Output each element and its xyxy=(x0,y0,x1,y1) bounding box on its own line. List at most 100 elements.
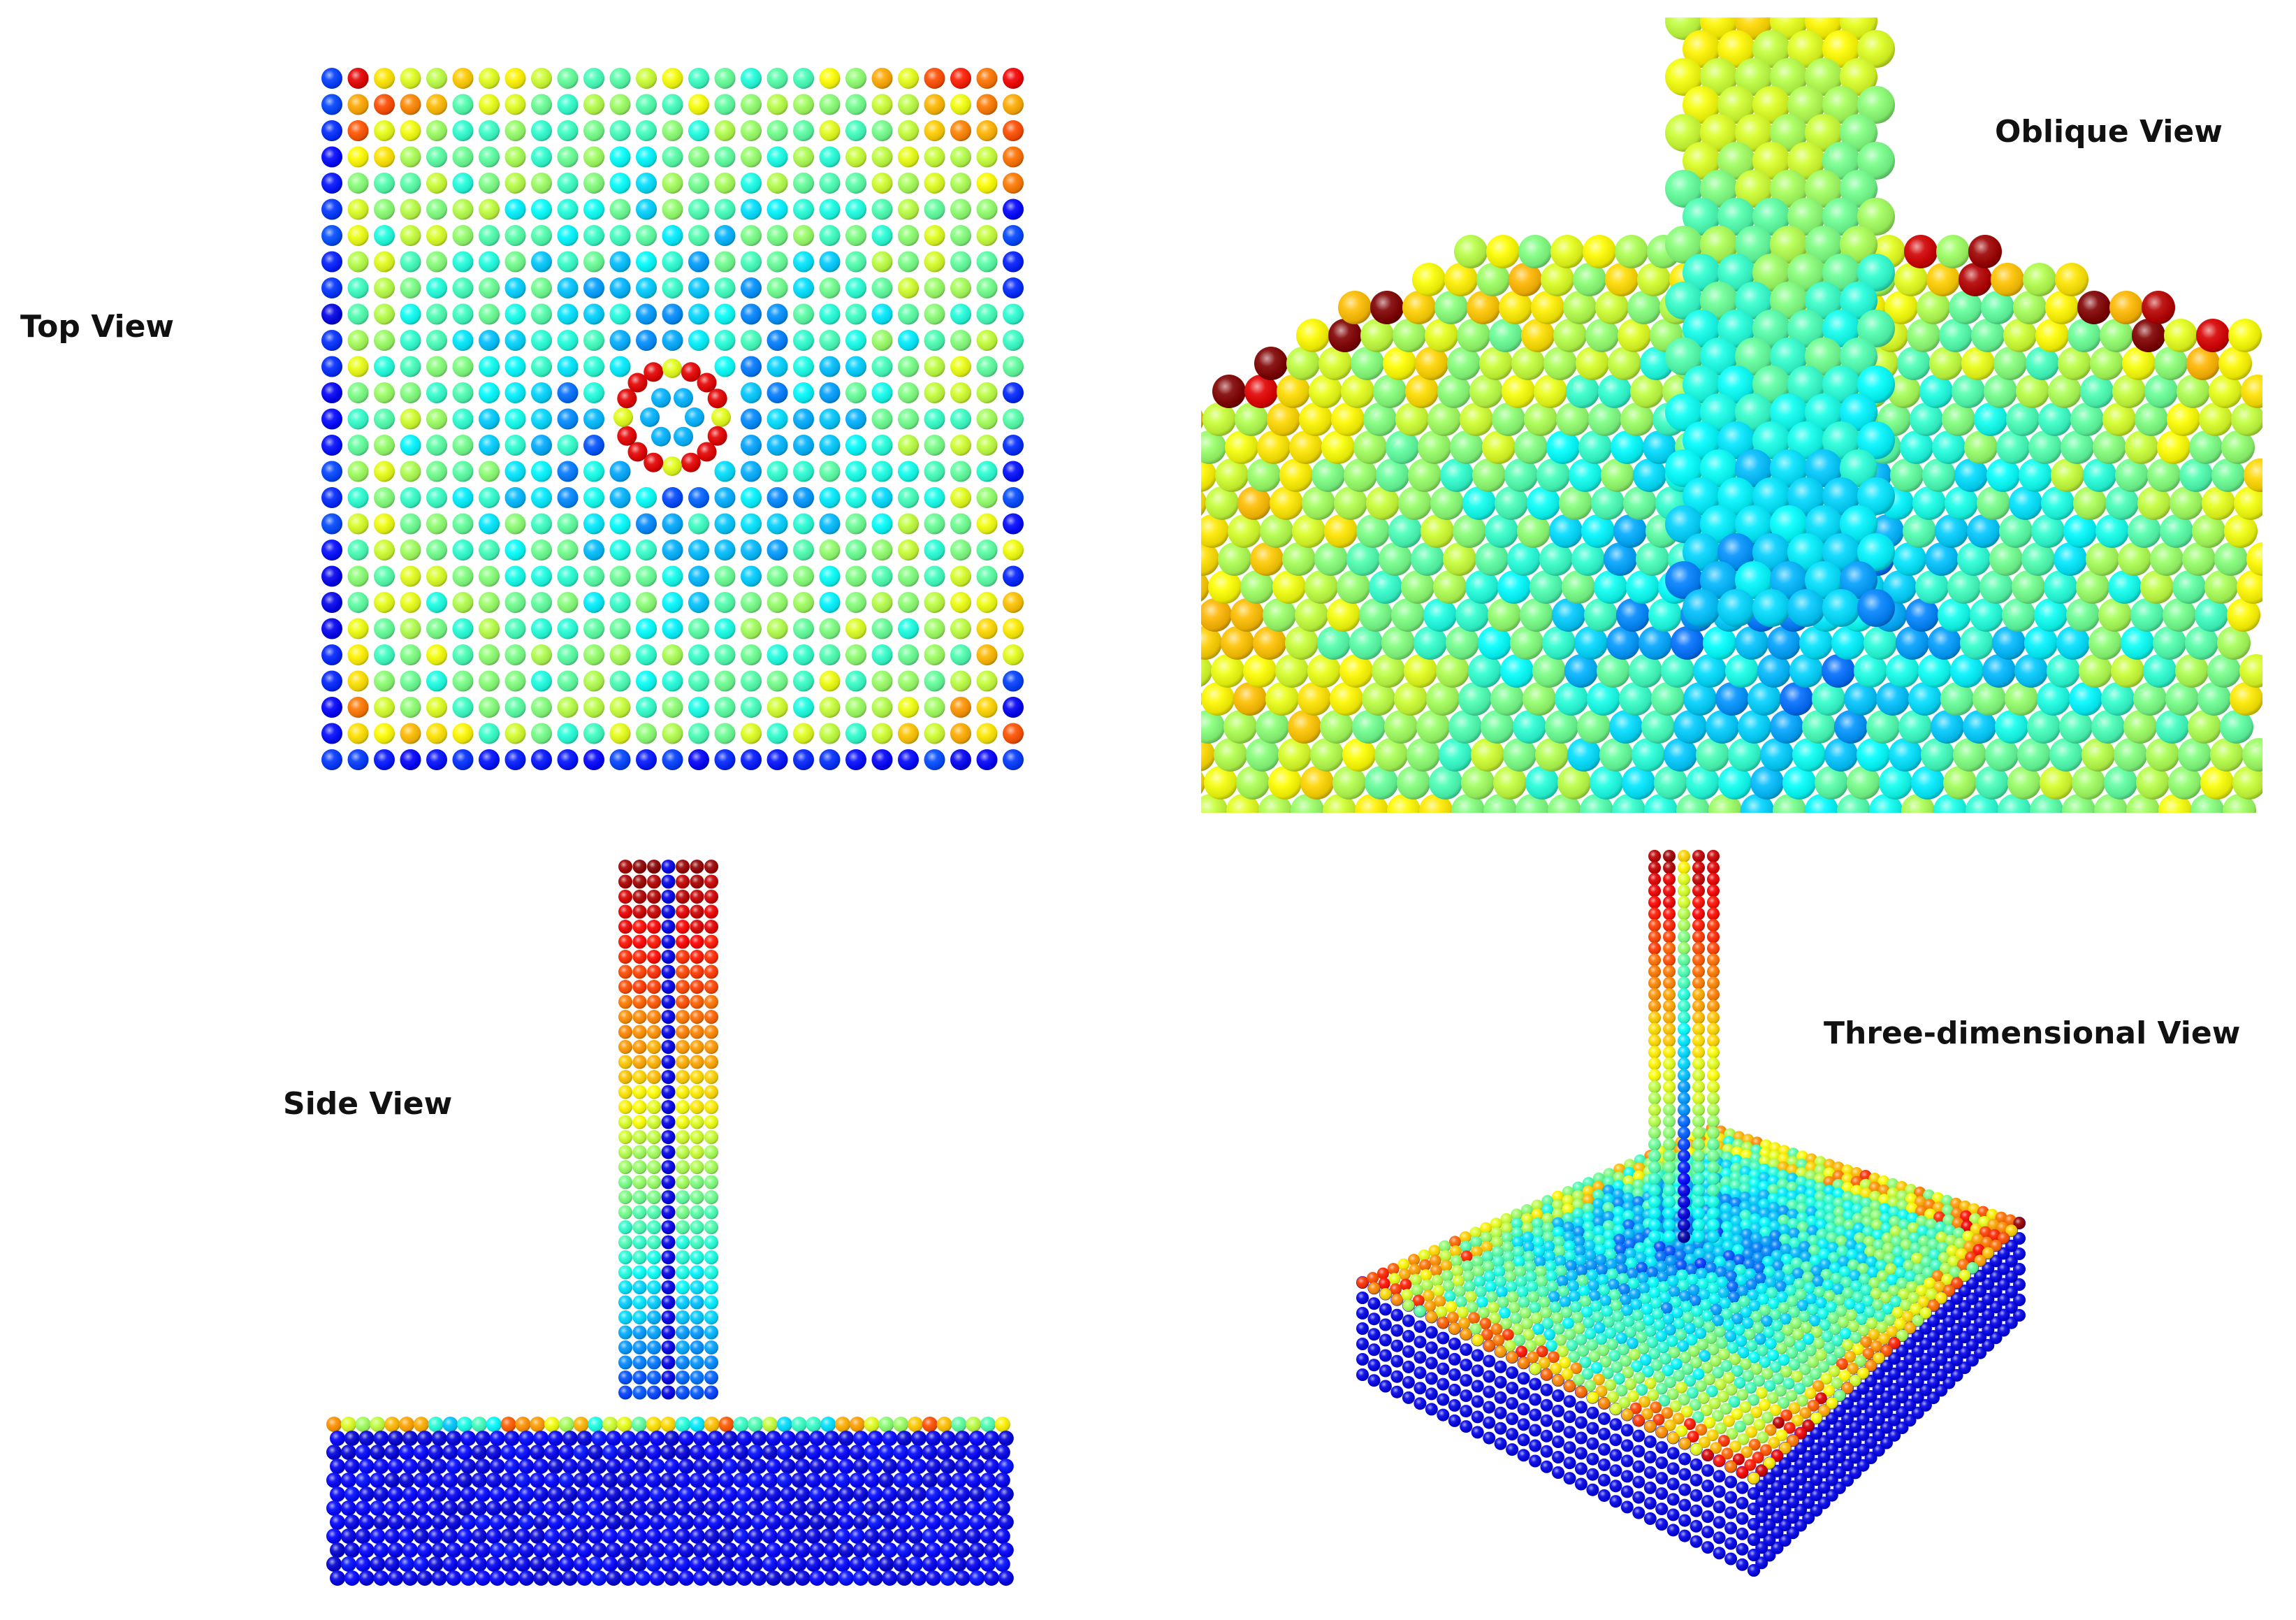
atom xyxy=(426,618,447,639)
atom xyxy=(1120,822,1154,855)
atom xyxy=(399,1528,414,1544)
atom xyxy=(690,1145,704,1159)
atom xyxy=(426,120,447,141)
atom xyxy=(636,565,657,587)
atom xyxy=(321,565,342,587)
atom xyxy=(426,225,447,246)
atom xyxy=(676,1355,690,1370)
atom xyxy=(793,120,814,141)
atom xyxy=(457,1445,473,1460)
atom xyxy=(557,173,579,194)
atom xyxy=(326,1500,342,1516)
atom xyxy=(662,251,683,273)
atom xyxy=(632,1355,647,1370)
atom xyxy=(950,618,971,639)
atom xyxy=(617,1473,632,1488)
atom xyxy=(2153,626,2186,660)
atom xyxy=(609,146,631,168)
atom xyxy=(557,198,579,220)
atom xyxy=(793,487,814,508)
atom xyxy=(321,749,342,770)
atom xyxy=(618,1295,632,1310)
atom xyxy=(1162,794,1196,827)
atom xyxy=(1120,822,1154,855)
atom xyxy=(838,1570,854,1586)
atom xyxy=(531,749,552,770)
atom xyxy=(893,1445,909,1460)
atom xyxy=(896,1459,913,1474)
atom xyxy=(1003,540,1024,561)
atom xyxy=(2024,626,2058,660)
atom xyxy=(908,1417,923,1432)
atom xyxy=(627,373,648,393)
atom xyxy=(980,1556,996,1572)
atom xyxy=(954,1459,971,1474)
atom xyxy=(924,408,945,430)
atom xyxy=(1439,738,1472,772)
atom xyxy=(557,408,579,430)
atom xyxy=(1757,654,1791,688)
atom xyxy=(426,94,447,115)
atom xyxy=(557,461,579,482)
atom xyxy=(1121,542,1155,576)
atom xyxy=(479,461,500,482)
atom xyxy=(646,1473,662,1488)
atom xyxy=(647,1130,661,1144)
atom xyxy=(871,723,893,744)
atom xyxy=(676,1130,690,1144)
atom xyxy=(1330,682,1363,716)
atom xyxy=(374,540,395,561)
atom xyxy=(442,1473,458,1488)
atom xyxy=(388,1487,404,1502)
atom xyxy=(704,1295,718,1310)
atom xyxy=(741,749,762,770)
atom xyxy=(1634,822,1668,855)
atom xyxy=(557,251,579,273)
atom xyxy=(661,1295,676,1310)
atom xyxy=(1063,710,1096,744)
atom xyxy=(632,920,647,934)
atom xyxy=(2142,291,2175,324)
atom xyxy=(714,198,736,220)
atom xyxy=(791,1417,807,1432)
atom xyxy=(1140,766,1173,800)
atom xyxy=(426,382,447,403)
atom xyxy=(1731,822,1764,855)
atom xyxy=(950,303,971,325)
atom xyxy=(1140,766,1173,800)
atom xyxy=(2047,654,2080,688)
atom xyxy=(690,860,704,874)
atom xyxy=(1622,766,1655,800)
atom xyxy=(661,874,676,889)
atom xyxy=(618,1070,632,1084)
atom xyxy=(647,1085,661,1099)
atom xyxy=(583,618,604,639)
atom xyxy=(704,1340,718,1354)
atom xyxy=(518,1459,535,1474)
atom xyxy=(1003,146,1024,168)
atom xyxy=(446,1570,462,1586)
atom xyxy=(690,1340,704,1354)
atom xyxy=(618,1220,632,1234)
atom xyxy=(1201,710,1225,744)
atom xyxy=(452,697,474,718)
atom xyxy=(370,1528,386,1544)
atom xyxy=(452,303,474,325)
atom xyxy=(2052,822,2086,855)
top-view xyxy=(321,68,1024,770)
atom xyxy=(457,1556,473,1572)
atom xyxy=(647,1145,661,1159)
atom xyxy=(518,1431,535,1446)
atom xyxy=(690,1385,704,1400)
atom xyxy=(1098,794,1131,827)
atom xyxy=(1815,766,1848,800)
atom xyxy=(1024,822,1057,855)
atom xyxy=(618,920,632,934)
atom xyxy=(1263,598,1296,632)
atom xyxy=(1003,644,1024,665)
atom xyxy=(452,408,474,430)
atom xyxy=(1471,738,1504,772)
atom xyxy=(994,1445,1010,1460)
atom xyxy=(676,1295,690,1310)
atom xyxy=(722,1431,738,1446)
